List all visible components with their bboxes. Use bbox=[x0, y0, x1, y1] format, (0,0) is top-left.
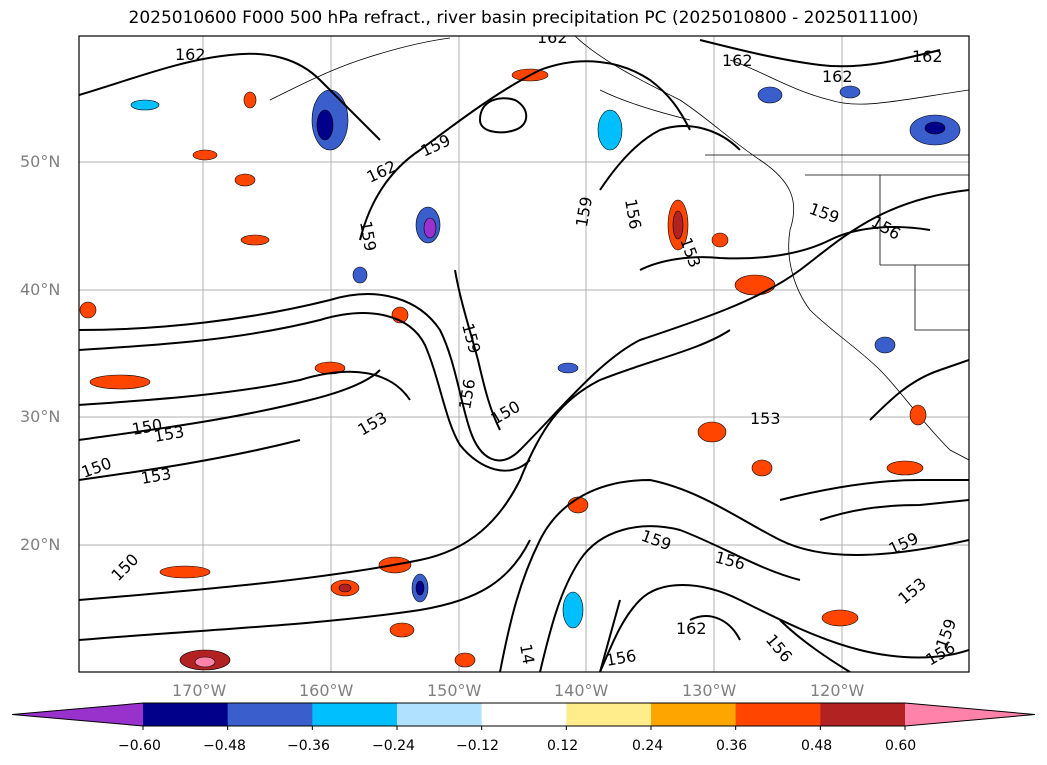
lat-label-30n: 30°N bbox=[20, 407, 61, 426]
contour-label: 162 bbox=[676, 619, 707, 638]
colorbar-tick-label: 0.48 bbox=[801, 738, 833, 754]
colorbar-tick-label: 0.36 bbox=[716, 738, 748, 754]
contour-label: 162 bbox=[912, 47, 943, 66]
colorbar-segment bbox=[651, 703, 737, 726]
lon-label-140w: 140°W bbox=[554, 681, 609, 700]
lon-label-130w: 130°W bbox=[682, 681, 737, 700]
colorbar-tick-label: −0.36 bbox=[287, 738, 330, 754]
colorbar-segment bbox=[397, 703, 483, 726]
colorbar-segment bbox=[820, 703, 906, 726]
map-frame bbox=[78, 35, 970, 673]
colorbar-tick-label: 0.12 bbox=[547, 738, 579, 754]
coastlines bbox=[269, 36, 969, 461]
contour-label: 14 bbox=[516, 642, 538, 665]
colorbar-segment bbox=[227, 703, 313, 726]
lat-label-40n: 40°N bbox=[20, 280, 61, 299]
colorbar-tick-label: 0.60 bbox=[885, 738, 917, 754]
colorbar bbox=[11, 702, 1036, 730]
colorbar-extend-high bbox=[905, 703, 1035, 726]
colorbar-tick-label: −0.48 bbox=[203, 738, 246, 754]
colorbar-extend-low bbox=[12, 703, 143, 726]
contour-label: 162 bbox=[722, 51, 753, 70]
contour-label: 162 bbox=[175, 45, 206, 64]
colorbar-segment bbox=[143, 703, 229, 726]
colorbar-segment bbox=[312, 703, 398, 726]
gridlines bbox=[79, 36, 969, 672]
map-background bbox=[79, 36, 969, 672]
lon-label-170w: 170°W bbox=[172, 681, 227, 700]
colorbar-segment bbox=[566, 703, 652, 726]
colorbar-tick-label: −0.24 bbox=[372, 738, 415, 754]
lat-label-50n: 50°N bbox=[20, 152, 61, 171]
colorbar-segment bbox=[481, 703, 567, 726]
colorbar-tick-label: −0.12 bbox=[456, 738, 499, 754]
contour-label: 162 bbox=[537, 28, 568, 47]
lon-label-150w: 150°W bbox=[427, 681, 482, 700]
contour-label: 153 bbox=[750, 409, 781, 428]
colorbar-tick-label: −0.60 bbox=[118, 738, 161, 754]
colorbar-tick-label: 0.24 bbox=[632, 738, 664, 754]
lon-label-160w: 160°W bbox=[299, 681, 354, 700]
lat-label-20n: 20°N bbox=[20, 535, 61, 554]
refractivity-contours bbox=[79, 39, 969, 672]
lon-label-120w: 120°W bbox=[810, 681, 865, 700]
colorbar-segment bbox=[735, 703, 821, 726]
chart-title: 2025010600 F000 500 hPa refract., river … bbox=[128, 8, 919, 28]
contour-label: 162 bbox=[822, 67, 853, 86]
